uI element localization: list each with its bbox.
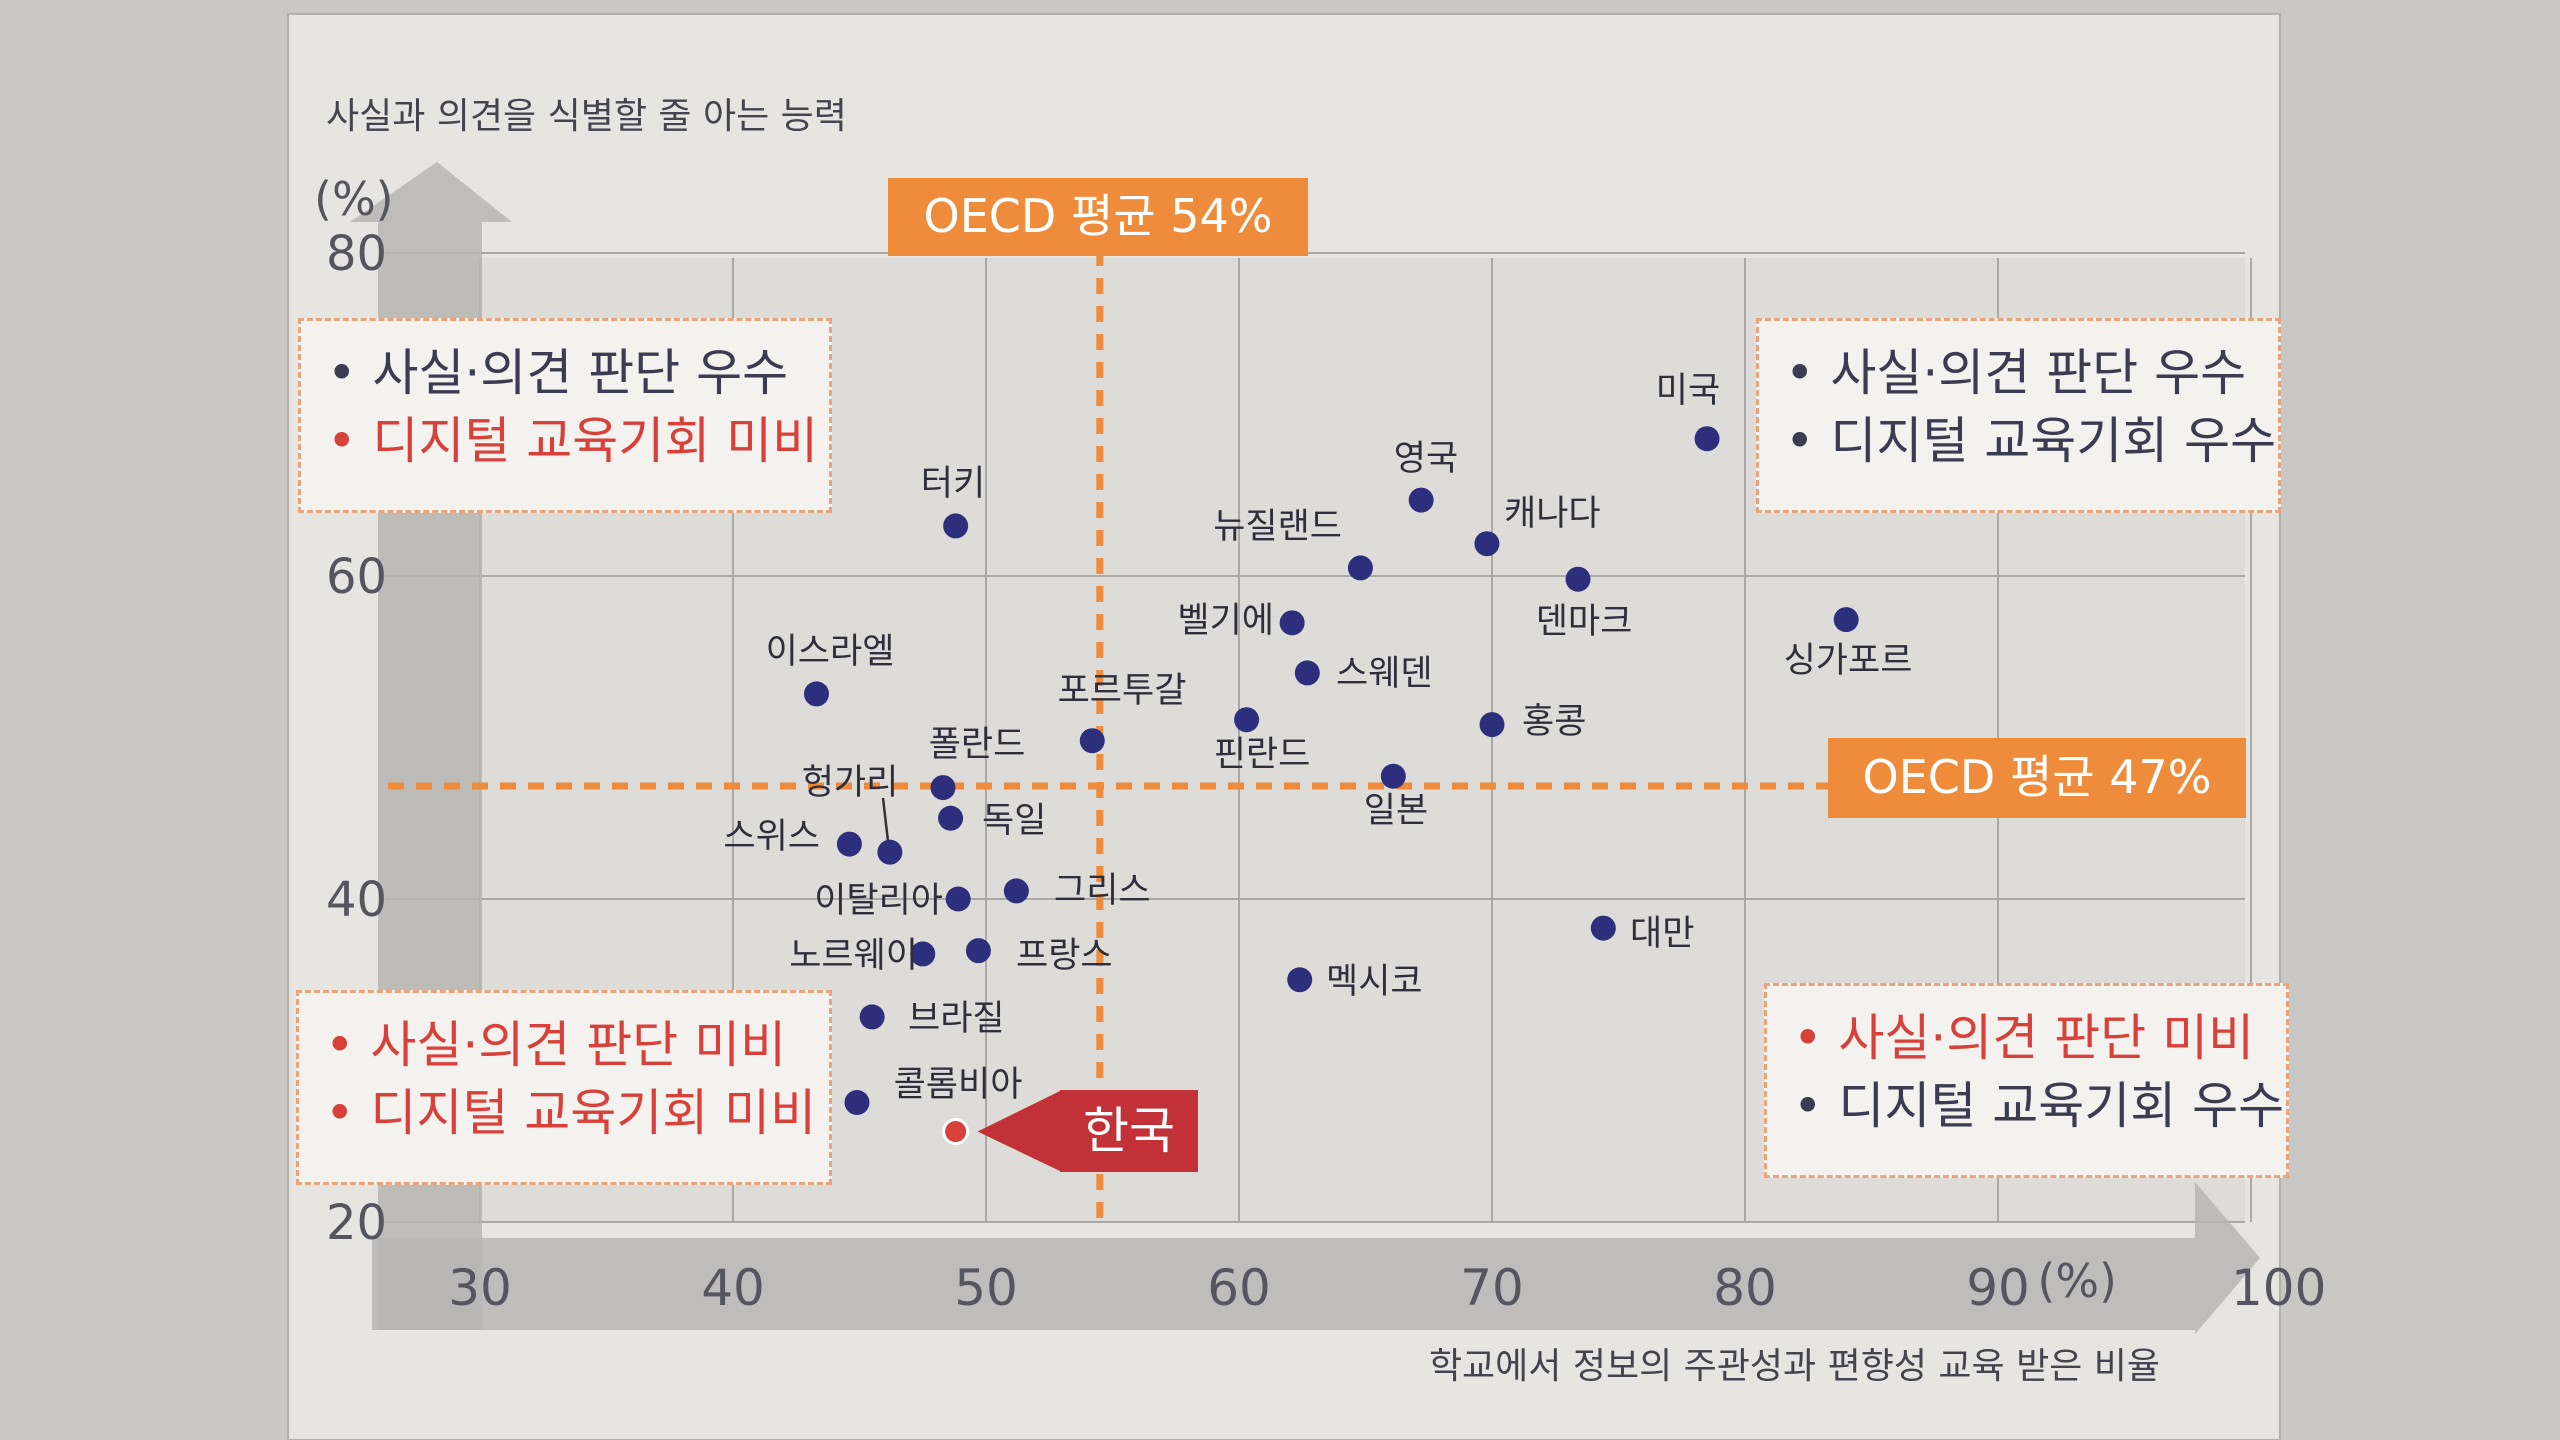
point-9 [803,681,829,707]
y-tick-label-40: 40 [326,872,387,928]
point-label-6: 터키 [921,464,985,504]
point-8 [1294,660,1320,686]
point-label-9: 이스라엘 [766,632,895,672]
point-15 [938,805,964,831]
point-16 [877,839,903,865]
point-label-23: 멕시코 [1326,962,1423,1002]
point-10 [1079,728,1105,754]
quadrant-bottom-right-callout: • 사실·의견 판단 미비 • 디지털 교육기회 우수 [1764,983,2289,1178]
korea-tag-box [1060,1090,1198,1172]
point-17 [836,831,862,857]
point-23 [1287,967,1313,993]
point-19 [1003,878,1029,904]
point-label-21: 프랑스 [1016,936,1113,976]
x-axis-title: 학교에서 정보의 주관성과 편향성 교육 받은 비율 [1429,1346,2160,1387]
point-label-0: 미국 [1656,371,1720,411]
point-label-22: 대만 [1630,914,1694,954]
point-label-18: 이탈리아 [814,881,943,921]
quadrant-top-left-line-2: • 디지털 교육기회 미비 [327,412,819,470]
x-tick-label-100: 100 [2231,1259,2326,1317]
x-tick-label-30: 30 [448,1259,512,1317]
point-label-3: 뉴질랜드 [1213,507,1342,547]
point-label-14: 폴란드 [929,725,1026,765]
point-21 [965,938,991,964]
korea-tag-pointer [977,1090,1062,1172]
point-12 [1479,712,1505,738]
point-7 [1279,610,1305,636]
x-tick-label-70: 70 [1460,1259,1524,1317]
quadrant-top-right-line-1: • 사실·의견 판단 우수 [1785,344,2247,402]
point-1 [1408,487,1434,513]
point-label-1: 영국 [1394,439,1458,479]
x-axis-arrow-band [372,1182,2260,1334]
x-tick-label-80: 80 [1713,1259,1777,1317]
point-11 [1234,707,1260,733]
quadrant-bottom-right-line-2: • 디지털 교육기회 우수 [1793,1077,2285,1135]
point-label-7: 벨기에 [1177,601,1274,641]
quadrant-bottom-right-line-1: • 사실·의견 판단 미비 [1793,1009,2255,1067]
point-22 [1590,915,1616,941]
point-label-24: 브라질 [908,999,1005,1039]
oecd-vertical-label: OECD 평균 54% [924,189,1273,243]
point-13 [1380,763,1406,789]
point-label-25: 콜롬비아 [894,1065,1023,1105]
quadrant-top-left-callout: • 사실·의견 판단 우수 • 디지털 교육기회 미비 [298,318,832,513]
point-label-11: 핀란드 [1214,735,1311,775]
point-0 [1694,426,1720,452]
point-label-19: 그리스 [1054,871,1151,911]
oecd-vertical-label-box [888,178,1308,256]
point-label-10: 포르투갈 [1058,671,1187,711]
point-label-5: 싱가포르 [1784,641,1913,681]
point-6 [943,513,969,539]
x-tick-label-40: 40 [701,1259,765,1317]
point-3 [1347,555,1373,581]
quadrant-bottom-left-line-1: • 사실·의견 판단 미비 [325,1016,787,1074]
point-label-korea: 한국 [1083,1102,1175,1160]
point-label-15: 독일 [982,801,1046,841]
oecd-horizontal-label: OECD 평균 47% [1863,750,2212,804]
quadrant-bottom-left-callout: • 사실·의견 판단 미비 • 디지털 교육기회 미비 [296,990,832,1185]
quadrant-bottom-left-line-2: • 디지털 교육기회 미비 [325,1084,817,1142]
x-axis-unit: (%) [2037,1254,2117,1308]
point-20 [910,941,936,967]
point-label-12: 홍콩 [1522,702,1586,742]
quadrant-top-right-callout: • 사실·의견 판단 우수 • 디지털 교육기회 우수 [1756,318,2281,513]
y-axis-title: 사실과 의견을 식별할 줄 아는 능력 [326,96,847,137]
point-2 [1474,531,1500,557]
point-4 [1565,566,1591,592]
point-label-20: 노르웨이 [789,936,918,976]
point-label-4: 덴마크 [1536,602,1633,642]
x-tick-label-90: 90 [1966,1259,2030,1317]
y-tick-label-20: 20 [326,1195,387,1251]
x-tick-label-50: 50 [954,1259,1018,1317]
y-tick-label-60: 60 [326,549,387,605]
oecd-horizontal-label-box [1828,738,2246,818]
point-label-16: 헝가리 [802,763,899,803]
y-tick-label-80: 80 [326,226,387,282]
point-label-13: 일본 [1364,791,1428,831]
point-korea [942,1118,970,1146]
x-tick-label-60: 60 [1207,1259,1271,1317]
quadrant-top-left-line-1: • 사실·의견 판단 우수 [327,344,789,402]
point-25 [844,1089,870,1115]
point-24 [859,1004,885,1030]
hungary-leader-line [881,797,890,841]
point-14 [930,775,956,801]
point-5 [1833,607,1859,633]
point-label-2: 캐나다 [1504,494,1601,534]
point-18 [945,886,971,912]
quadrant-top-right-line-2: • 디지털 교육기회 우수 [1785,412,2277,470]
point-label-17: 스위스 [723,817,820,857]
y-axis-unit: (%) [314,172,394,226]
point-label-8: 스웨덴 [1336,654,1433,694]
